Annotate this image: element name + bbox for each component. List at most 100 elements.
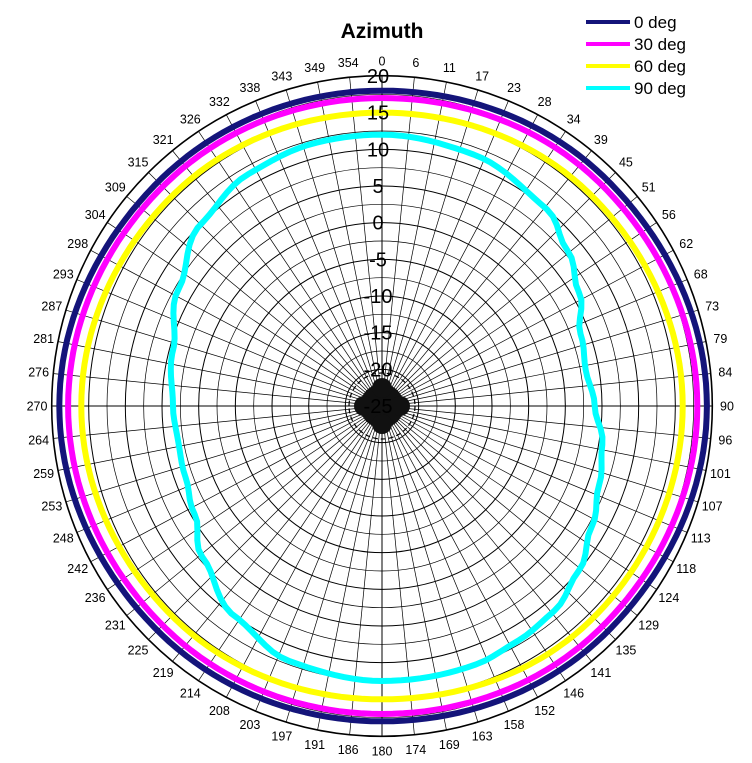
angle-tick-label: 287 xyxy=(41,299,62,313)
radial-tick-label: -20 xyxy=(364,359,393,381)
angle-tick-label: 68 xyxy=(694,267,708,281)
angle-tick-label: 214 xyxy=(180,686,201,700)
grid-spoke xyxy=(381,77,415,407)
radial-tick-label: -10 xyxy=(364,286,393,308)
radial-tick-labels: -25 -20 -15 -10 -5 0 5 10 15 20 xyxy=(364,66,393,418)
angle-tick-label: 326 xyxy=(180,113,201,127)
angle-tick-label: 315 xyxy=(128,156,149,170)
angle-tick-label: 90 xyxy=(720,400,734,414)
angle-tick-label: 281 xyxy=(33,332,54,346)
grid-spoke xyxy=(381,405,566,681)
grid-spoke xyxy=(381,405,616,640)
angle-tick-label: 208 xyxy=(209,704,230,718)
center-dashed-ring xyxy=(348,372,416,440)
legend-entry-label: 30 deg xyxy=(634,35,686,54)
angle-tick-label: 124 xyxy=(658,591,679,605)
grid-spoke xyxy=(172,150,383,407)
angle-tick-label: 158 xyxy=(504,718,525,732)
grid-spoke xyxy=(381,405,415,735)
angle-tick-label: 84 xyxy=(718,366,732,380)
grid-spoke xyxy=(381,405,592,662)
grid-spoke xyxy=(381,196,638,407)
grid-spoke xyxy=(76,405,383,533)
angle-tick-label: 293 xyxy=(53,267,74,281)
angle-tick-label: 191 xyxy=(304,738,325,752)
grid-spoke xyxy=(349,405,383,735)
angle-tick-label: 219 xyxy=(153,666,174,680)
center-cluster xyxy=(348,372,416,440)
angle-tick-label: 28 xyxy=(538,95,552,109)
angle-tick-label: 174 xyxy=(405,743,426,757)
center-dot xyxy=(360,384,404,428)
grid-spoke xyxy=(381,100,509,407)
angle-tick-label: 73 xyxy=(705,299,719,313)
legend-entry-label: 90 deg xyxy=(634,79,686,98)
grid-spoke xyxy=(381,405,538,698)
angle-tick-label: 6 xyxy=(412,56,419,70)
grid-spoke xyxy=(381,405,674,562)
grid-spoke xyxy=(58,405,383,471)
angle-tick-label: 23 xyxy=(507,81,521,95)
angle-tick-label: 169 xyxy=(439,738,460,752)
radial-tick-label: 10 xyxy=(367,139,389,161)
grid-spoke xyxy=(381,222,657,407)
grid-spoke xyxy=(53,405,383,439)
angle-tick-label: 135 xyxy=(616,643,637,657)
angle-tick-label: 118 xyxy=(676,562,696,576)
angle-tick-label: 17 xyxy=(475,69,489,83)
grid-spoke xyxy=(66,309,383,407)
angle-tick-label: 321 xyxy=(153,133,174,147)
grid-spoke xyxy=(148,405,383,640)
angle-tick-label: 11 xyxy=(443,61,456,75)
angle-tick-label: 62 xyxy=(679,237,693,251)
grid-spoke xyxy=(285,405,383,722)
legend: 0 deg 30 deg 60 deg 90 deg xyxy=(586,13,686,98)
angle-tick-label: 39 xyxy=(594,133,608,147)
series-line-60-deg xyxy=(78,109,686,703)
grid-spoke xyxy=(90,250,383,407)
grid-outer-ring xyxy=(50,74,714,738)
angle-tick-label: 338 xyxy=(240,81,261,95)
angle-tick-label: 45 xyxy=(619,156,633,170)
angle-tick-label: 51 xyxy=(642,181,656,195)
radial-tick-label: -5 xyxy=(369,249,387,271)
grid-spoke xyxy=(107,222,383,407)
angle-tick-label: 236 xyxy=(85,591,106,605)
angle-tick-label: 231 xyxy=(105,618,126,632)
grid-spoke xyxy=(381,405,509,712)
angle-tick-label: 304 xyxy=(85,208,106,222)
angle-tick-label: 253 xyxy=(41,500,62,514)
grid-spoke xyxy=(58,341,383,407)
grid-spoke xyxy=(381,405,638,616)
angle-tick-label: 152 xyxy=(534,704,555,718)
angle-tick-label: 264 xyxy=(28,433,49,447)
series-line-30-deg xyxy=(65,95,701,717)
angle-tick-label: 101 xyxy=(710,467,731,481)
grid-spoke xyxy=(381,90,479,407)
radial-tick-label: 5 xyxy=(372,176,383,198)
angle-tick-labels: 0 6 11 17 23 28 34 39 45 51 56 62 68 73 79 84 90 96 101 107… xyxy=(27,55,734,759)
angle-tick-label: 349 xyxy=(304,61,325,75)
angle-tick-label: 186 xyxy=(338,743,359,757)
angle-tick-label: 343 xyxy=(271,69,292,83)
series-line-90-deg xyxy=(167,131,606,684)
angle-tick-label: 354 xyxy=(338,56,359,70)
grid-spoke xyxy=(226,114,383,407)
grid-spoke xyxy=(381,405,711,439)
center-lobe xyxy=(372,378,392,398)
radial-tick-label: -15 xyxy=(364,323,393,345)
angle-tick-label: 242 xyxy=(67,562,88,576)
radial-tick-label: 20 xyxy=(367,66,389,88)
grid-spoke xyxy=(255,100,383,407)
grid-spoke xyxy=(107,405,383,590)
angle-tick-label: 332 xyxy=(209,95,230,109)
angle-tick-label: 259 xyxy=(33,467,54,481)
radial-tick-label: 15 xyxy=(367,103,389,125)
angle-tick-label: 197 xyxy=(271,730,292,744)
grid-spoke xyxy=(381,405,698,503)
grid-spoke xyxy=(381,114,538,407)
grid-spoke xyxy=(76,279,383,407)
angle-tick-label: 56 xyxy=(662,208,676,222)
angle-tick-label: 203 xyxy=(240,718,261,732)
